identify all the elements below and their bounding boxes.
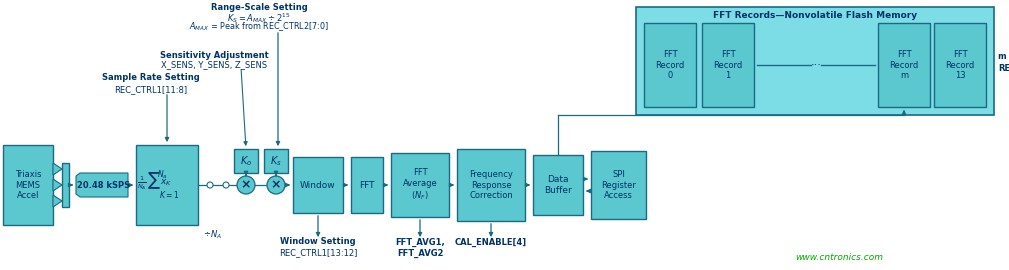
Polygon shape (53, 195, 62, 207)
Text: CAL_ENABLE[4]: CAL_ENABLE[4] (455, 237, 527, 247)
Text: $K_s$: $K_s$ (270, 154, 282, 168)
Circle shape (207, 182, 213, 188)
Text: $N_a$: $N_a$ (156, 169, 167, 181)
Polygon shape (391, 153, 449, 217)
Polygon shape (533, 155, 583, 215)
Text: Window Setting: Window Setting (281, 238, 356, 247)
Text: FFT: FFT (359, 181, 374, 190)
Text: FFT_AVG1,: FFT_AVG1, (396, 237, 445, 247)
Text: www.cntronics.com: www.cntronics.com (795, 253, 883, 262)
Text: SPI
Register
Access: SPI Register Access (601, 170, 636, 200)
Text: ×: × (270, 178, 282, 191)
Polygon shape (293, 157, 343, 213)
Polygon shape (62, 163, 69, 207)
Polygon shape (934, 23, 986, 107)
Circle shape (223, 182, 229, 188)
Text: FFT
Record
1: FFT Record 1 (713, 50, 743, 80)
Text: Sample Rate Setting: Sample Rate Setting (102, 73, 200, 83)
Polygon shape (878, 23, 930, 107)
Polygon shape (53, 179, 62, 191)
Polygon shape (457, 149, 525, 221)
Text: $A_{MAX}$ = Peak from REC_CTRL2[7:0]: $A_{MAX}$ = Peak from REC_CTRL2[7:0] (189, 21, 329, 33)
Text: FFT
Average
$(N_F)$: FFT Average $(N_F)$ (403, 168, 437, 202)
Text: m = REC_CNTR: m = REC_CNTR (998, 51, 1009, 60)
Text: FFT
Record
13: FFT Record 13 (945, 50, 975, 80)
Polygon shape (3, 145, 53, 225)
Text: FFT_AVG2: FFT_AVG2 (397, 248, 443, 258)
Text: $x_K$: $x_K$ (159, 178, 173, 188)
Text: ···: ··· (810, 60, 821, 70)
Polygon shape (136, 145, 198, 225)
Text: $\sum$: $\sum$ (147, 171, 160, 191)
Text: ×: × (241, 178, 251, 191)
Text: Frequency
Response
Correction: Frequency Response Correction (469, 170, 513, 200)
Polygon shape (644, 23, 696, 107)
Polygon shape (636, 7, 994, 115)
Text: X_SENS, Y_SENS, Z_SENS: X_SENS, Y_SENS, Z_SENS (161, 60, 267, 69)
Polygon shape (702, 23, 754, 107)
Polygon shape (53, 163, 62, 175)
Polygon shape (351, 157, 383, 213)
Text: Range-Scale Setting: Range-Scale Setting (211, 4, 308, 12)
Text: REC_CTRL2[3:2]: REC_CTRL2[3:2] (998, 63, 1009, 73)
Text: FFT Records—Nonvolatile Flash Memory: FFT Records—Nonvolatile Flash Memory (713, 11, 917, 19)
Text: $\div N_A$: $\div N_A$ (203, 229, 221, 241)
Text: Window: Window (301, 181, 336, 190)
Text: Data
Buffer: Data Buffer (544, 175, 572, 195)
Circle shape (237, 176, 255, 194)
Text: FFT
Record
m: FFT Record m (889, 50, 918, 80)
Text: Sensitivity Adjustment: Sensitivity Adjustment (159, 50, 268, 59)
Circle shape (267, 176, 285, 194)
Text: $K_S = A_{MAX} \div 2^{15}$: $K_S = A_{MAX} \div 2^{15}$ (227, 11, 291, 25)
Text: FFT
Record
0: FFT Record 0 (656, 50, 685, 80)
Text: REC_CTRL1[13:12]: REC_CTRL1[13:12] (278, 248, 357, 258)
Polygon shape (76, 173, 128, 197)
Polygon shape (234, 149, 258, 173)
Text: $K = 1$: $K = 1$ (158, 190, 180, 201)
Text: Triaxis
MEMS
Accel: Triaxis MEMS Accel (15, 170, 41, 200)
Text: $K_o$: $K_o$ (240, 154, 252, 168)
Text: 20.48 kSPS: 20.48 kSPS (78, 181, 130, 190)
Text: $\frac{1}{N_A}$: $\frac{1}{N_A}$ (137, 174, 147, 192)
Polygon shape (591, 151, 646, 219)
Text: REC_CTRL1[11:8]: REC_CTRL1[11:8] (114, 86, 188, 94)
Polygon shape (264, 149, 288, 173)
